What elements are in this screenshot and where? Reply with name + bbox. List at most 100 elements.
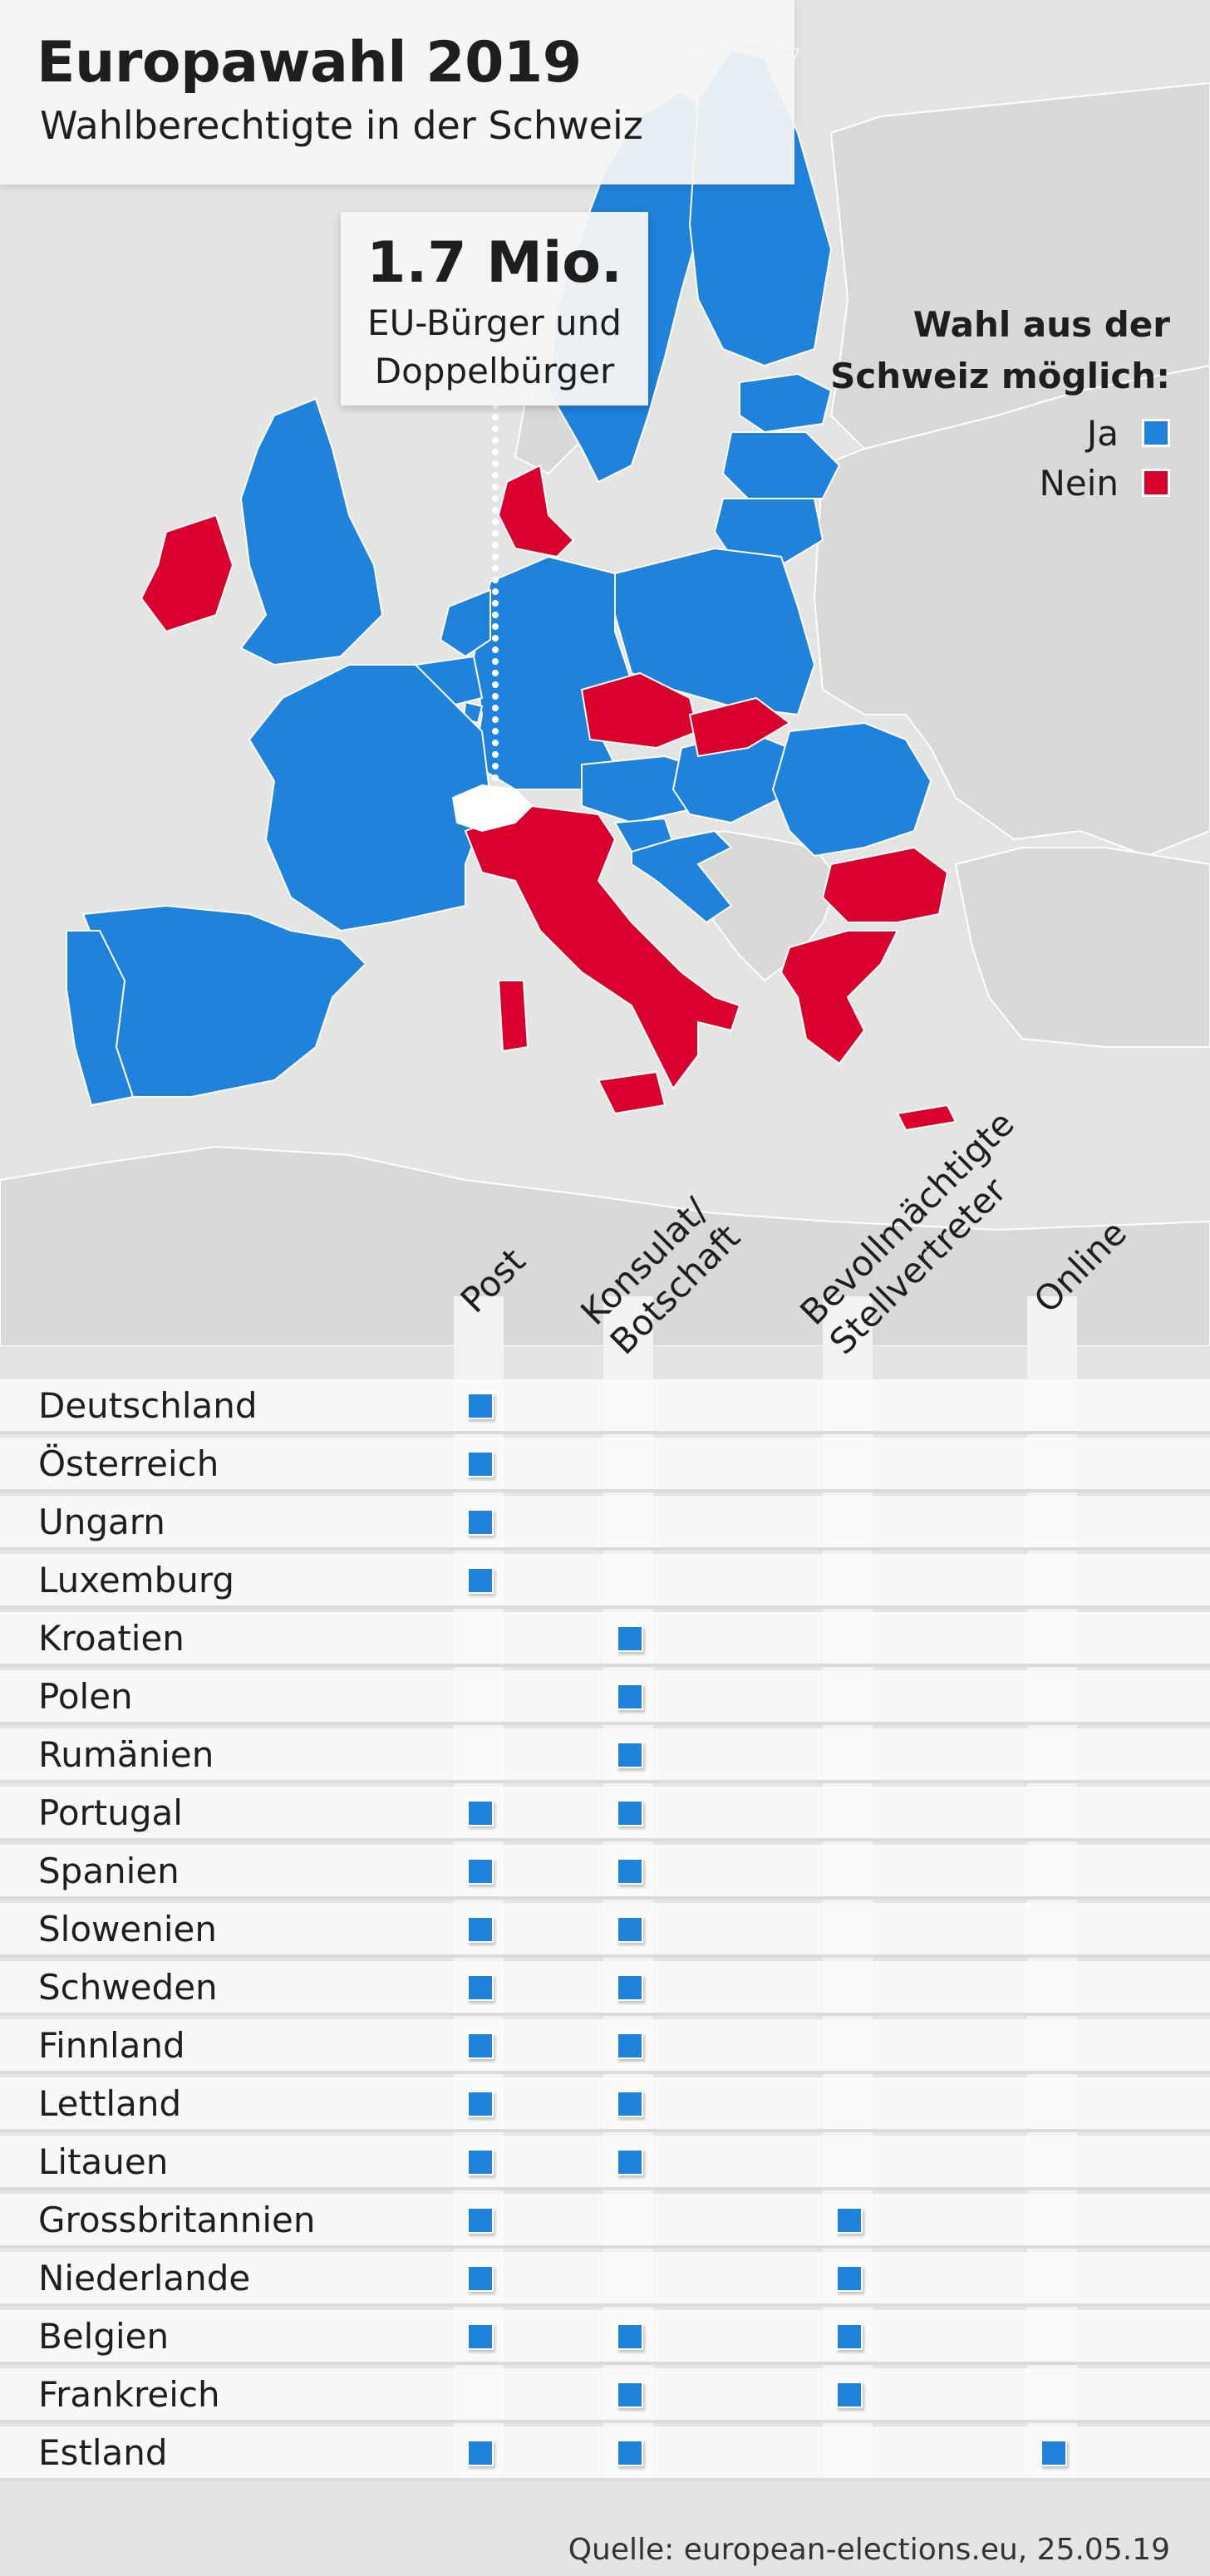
method-marker [617, 2382, 643, 2408]
method-marker [467, 2265, 494, 2292]
country-label: Grossbritannien [38, 2200, 316, 2240]
country-label: Litauen [38, 2141, 169, 2182]
land-uk [239, 397, 384, 666]
table-row: Belgien [0, 2310, 1210, 2365]
row-divider [0, 2129, 1210, 2132]
land-sicily [597, 1070, 666, 1115]
method-marker [617, 1800, 643, 1826]
country-label: Deutschland [38, 1385, 258, 1426]
row-divider [0, 2362, 1210, 2365]
row-background [0, 2136, 1210, 2190]
row-background [0, 1845, 1210, 1900]
method-marker [617, 1684, 643, 1710]
legend-item-no: Nein [1039, 463, 1170, 504]
row-divider [0, 2187, 1210, 2190]
voting-methods-table: Deutschland Österreich Ungarn Luxemburg Kroa… [0, 1379, 1210, 2481]
eu-no-countries [140, 464, 957, 1132]
method-marker [467, 1393, 494, 1419]
legend-swatch-no [1142, 469, 1170, 497]
title-box: Europawahl 2019 Wahlberechtigte in der S… [0, 0, 794, 184]
row-divider [0, 1780, 1210, 1783]
land-bulgaria [821, 846, 949, 923]
row-background [0, 2194, 1210, 2249]
land-portugal [66, 930, 135, 1107]
row-background [0, 2426, 1210, 2481]
row-background [0, 1728, 1210, 1783]
land-croatia [631, 829, 733, 924]
country-label: Portugal [38, 1792, 183, 1833]
land-poland [614, 547, 816, 716]
table-row: Portugal [0, 1787, 1210, 1841]
row-divider [0, 1547, 1210, 1551]
table-row: Frankreich [0, 2368, 1210, 2423]
method-marker [467, 2207, 494, 2234]
method-marker [467, 2033, 494, 2059]
method-marker [467, 1916, 494, 1943]
table-row: Luxemburg [0, 1554, 1210, 1609]
callout-value: 1.7 Mio. [366, 230, 622, 296]
table-row: Estland [0, 2426, 1210, 2481]
row-divider [0, 1722, 1210, 1725]
method-marker [467, 1800, 494, 1826]
method-marker [836, 2323, 863, 2350]
country-label: Schweden [38, 1967, 218, 2008]
land-africa [0, 1145, 1210, 1346]
row-background [0, 2310, 1210, 2365]
callout-box: 1.7 Mio. EU-Bürger und Doppelbürger [341, 212, 648, 406]
page-title: Europawahl 2019 [37, 30, 582, 96]
row-divider [0, 1605, 1210, 1609]
country-label: Finnland [38, 2025, 185, 2066]
land-slovakia [688, 696, 791, 758]
method-marker [617, 2440, 643, 2466]
table-row: Österreich [0, 1438, 1210, 1492]
method-marker [617, 1916, 643, 1943]
country-label: Polen [38, 1676, 133, 1717]
method-marker [617, 2033, 643, 2059]
country-label: Frankreich [38, 2374, 220, 2415]
page-subtitle: Wahlberechtigte in der Schweiz [40, 103, 643, 148]
table-row: Grossbritannien [0, 2194, 1210, 2249]
table-row: Polen [0, 1670, 1210, 1725]
land-france [248, 664, 492, 932]
table-row: Rumänien [0, 1728, 1210, 1783]
table-row: Schweden [0, 1961, 1210, 2016]
country-label: Österreich [38, 1443, 219, 1484]
land-cyprus [896, 1104, 957, 1132]
row-background [0, 1379, 1210, 1434]
row-divider [0, 2245, 1210, 2249]
row-background [0, 1961, 1210, 2016]
callout-text: EU-Bürger und Doppelbürger [367, 302, 622, 391]
method-marker [467, 2149, 494, 2175]
table-row: Deutschland [0, 1379, 1210, 1434]
land-ireland [140, 514, 234, 633]
land-denmark [497, 464, 575, 558]
country-label: Luxemburg [38, 1560, 235, 1600]
method-marker [617, 1742, 643, 1768]
row-divider [0, 2071, 1210, 2074]
land-spain [81, 904, 367, 1098]
row-divider [0, 1664, 1210, 1667]
land-italy [464, 804, 741, 1090]
row-background [0, 2368, 1210, 2423]
method-marker [617, 1858, 643, 1885]
row-divider [0, 1489, 1210, 1492]
method-marker [617, 2323, 643, 2350]
method-marker [836, 2382, 863, 2408]
method-marker [617, 2149, 643, 2175]
method-marker [617, 2091, 643, 2117]
table-row: Litauen [0, 2136, 1210, 2190]
country-label: Niederlande [38, 2258, 251, 2298]
method-marker [467, 1858, 494, 1885]
source-note: Quelle: european-elections.eu, 25.05.19 [568, 2533, 1170, 2567]
method-marker [467, 1509, 494, 1536]
method-marker [467, 2091, 494, 2117]
country-label: Ungarn [38, 1502, 165, 1542]
method-marker [467, 1451, 494, 1477]
non-eu-land [0, 40, 1210, 1346]
row-divider [0, 1896, 1210, 1900]
row-background [0, 2077, 1210, 2132]
land-north-east [829, 81, 1210, 450]
method-marker [617, 1974, 643, 2001]
table-row: Kroatien [0, 1612, 1210, 1667]
row-background [0, 1612, 1210, 1667]
